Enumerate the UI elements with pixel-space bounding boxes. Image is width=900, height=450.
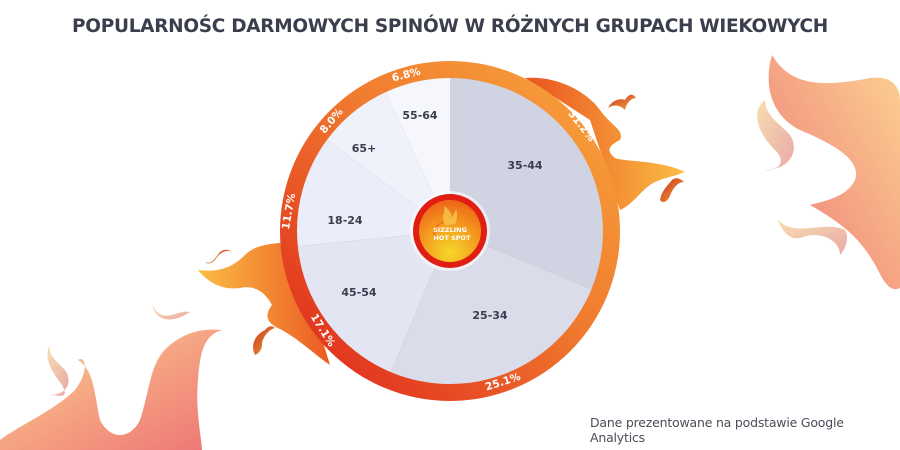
slice-label-25-34: 25-34	[472, 309, 508, 322]
chart-title: POPULARNOŚC DARMOWYCH SPINÓW W RÓŻNYCH G…	[72, 16, 828, 37]
logo-text-line2: HOT SPOT	[433, 234, 471, 242]
flame-decoration-left	[0, 305, 222, 450]
slice-label-18-24: 18-24	[327, 214, 363, 227]
slice-label-55-64: 55-64	[402, 109, 438, 122]
logo-text-line1: SIZZLING	[433, 226, 467, 234]
slice-label-65plus: 65+	[352, 142, 377, 155]
slice-label-45-54: 45-54	[341, 286, 377, 299]
flame-wheel-right	[525, 77, 685, 211]
logo: SIZZLING HOT SPOT	[410, 191, 490, 271]
data-source-note: Dane prezentowane na podstawie Google An…	[590, 415, 844, 445]
pie-slice-55-64[interactable]	[385, 77, 450, 231]
slice-label-35-44: 35-44	[507, 159, 543, 172]
logo-inner-disc	[419, 200, 481, 262]
flame-decoration-right	[757, 55, 900, 290]
flame-icon	[442, 206, 458, 225]
pie-slice-65plus[interactable]	[326, 92, 450, 231]
pie-slice-45-54[interactable]	[297, 231, 450, 373]
